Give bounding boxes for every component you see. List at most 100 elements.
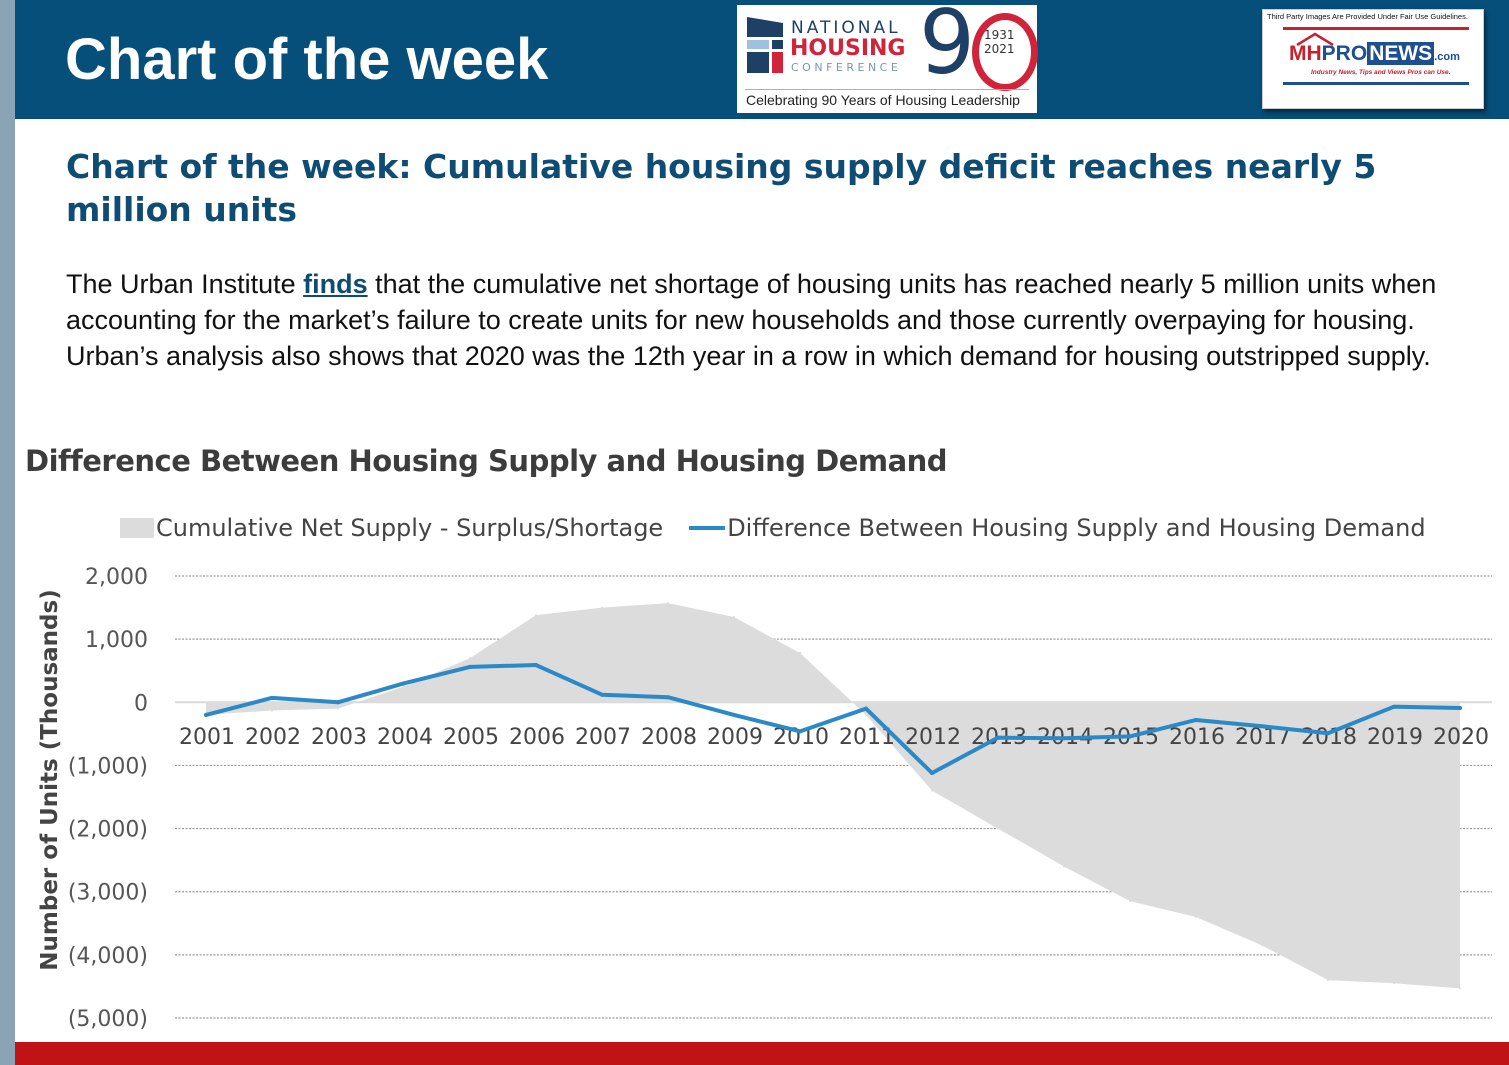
line-point <box>534 663 538 668</box>
y-axis-label: Number of Units (Thousands) <box>37 589 63 970</box>
line-point <box>930 771 934 776</box>
nhc-tagline: Celebrating 90 Years of Housing Leadersh… <box>746 92 1020 108</box>
x-tick-label: 2018 <box>1301 725 1357 750</box>
line-point <box>732 712 736 717</box>
brand-mh: MH <box>1289 42 1322 65</box>
line-point <box>1194 717 1198 722</box>
mh-tagline: Industry News, Tips and Views Pros can U… <box>1311 69 1451 76</box>
chart-title: Difference Between Housing Supply and Ho… <box>25 444 948 478</box>
line-point <box>1458 705 1462 710</box>
x-tick-label: 2007 <box>575 725 631 750</box>
footer-bar <box>15 1042 1509 1065</box>
header-title: Chart of the week <box>65 27 549 92</box>
area-point <box>865 713 867 716</box>
x-tick-label: 2006 <box>509 725 565 750</box>
mhpronews-logo: Third Party Images Are Provided Under Fa… <box>1262 9 1484 109</box>
x-tick-label: 2003 <box>311 725 367 750</box>
y-tick-label: 0 <box>134 691 148 716</box>
line-point <box>798 729 802 734</box>
area-point <box>997 827 999 830</box>
legend-area-label: Cumulative Net Supply - Surplus/Shortage <box>156 514 664 542</box>
brand-news: NEWS <box>1367 42 1435 65</box>
y-tick-label: (5,000) <box>68 1007 148 1032</box>
brand-pro: PRO <box>1321 42 1368 65</box>
area-point <box>601 606 603 609</box>
nhc-year-end: 2021 <box>984 42 1015 56</box>
line-point <box>666 695 670 700</box>
x-tick-label: 2019 <box>1367 725 1423 750</box>
legend-line-swatch-icon <box>689 526 726 530</box>
area-point <box>535 614 537 617</box>
y-tick-label: (1,000) <box>68 754 148 779</box>
mhpronews-brand: MHPRONEWS .com <box>1289 42 1460 66</box>
area-point <box>733 616 735 619</box>
y-tick-label: 2,000 <box>85 565 148 590</box>
area-point <box>1393 982 1395 985</box>
article-headline: Chart of the week: Cumulative housing su… <box>66 147 1377 229</box>
x-tick-label: 2020 <box>1433 725 1489 750</box>
area-point <box>1063 865 1065 868</box>
y-tick-label: (2,000) <box>68 818 148 843</box>
line-point <box>1326 731 1330 736</box>
nhc-years: 1931 2021 <box>984 28 1015 56</box>
nhc-zero-ring-icon <box>972 13 1038 91</box>
line-point <box>600 692 604 697</box>
area-point <box>1261 944 1263 947</box>
roof-icon <box>1296 32 1334 46</box>
area-point <box>1129 900 1131 903</box>
brand-com: .com <box>1434 51 1460 63</box>
blue-rule <box>1283 82 1469 85</box>
area-point <box>1195 915 1197 918</box>
nhc-housing: HOUSING <box>790 36 906 61</box>
area-point <box>469 657 471 660</box>
nhc-divider <box>745 89 1029 90</box>
nhc-year-start: 1931 <box>984 28 1015 42</box>
line-point <box>1392 704 1396 709</box>
finds-link[interactable]: finds <box>303 269 368 299</box>
line-point <box>336 700 340 705</box>
line-point <box>996 735 1000 740</box>
area-point <box>931 789 933 792</box>
area-point <box>403 685 405 688</box>
x-tick-label: 2008 <box>641 725 697 750</box>
line-point <box>1260 724 1264 729</box>
x-tick-label: 2004 <box>377 725 433 750</box>
area-point <box>1327 979 1329 982</box>
article-body: The Urban Institute finds that the cumul… <box>66 266 1486 374</box>
line-point <box>468 664 472 669</box>
chart-legend: Cumulative Net Supply - Surplus/Shortage… <box>120 514 1426 542</box>
left-rail <box>0 0 15 1065</box>
x-tick-label: 2001 <box>179 725 235 750</box>
x-tick-label: 2009 <box>707 725 763 750</box>
x-tick-label: 2016 <box>1169 725 1225 750</box>
area-cumulative-net-supply <box>206 603 1460 989</box>
line-point <box>1062 736 1066 741</box>
nhc-conference: CONFERENCE <box>791 61 902 74</box>
x-tick-label: 2005 <box>443 725 499 750</box>
line-point <box>864 706 868 711</box>
y-tick-label: 1,000 <box>85 628 148 653</box>
x-tick-label: 2012 <box>905 725 961 750</box>
y-tick-label: (4,000) <box>68 944 148 969</box>
legend-line-label: Difference Between Housing Supply and Ho… <box>727 514 1426 542</box>
line-point <box>402 681 406 686</box>
legend-area-swatch-icon <box>120 518 154 538</box>
house-logo-icon <box>747 17 783 73</box>
area-point <box>667 602 669 605</box>
nhc-national: NATIONAL <box>791 18 901 38</box>
line-point <box>204 712 208 717</box>
nhc-logo: NATIONAL HOUSING CONFERENCE 9 1931 2021 … <box>737 0 1038 113</box>
nhc-nine: 9 <box>919 0 975 94</box>
area-point <box>799 652 801 655</box>
area-point <box>1459 987 1461 990</box>
line-supply-demand-difference <box>204 663 1462 776</box>
x-tick-label: 2002 <box>245 725 301 750</box>
area-point <box>271 709 273 712</box>
red-rule <box>1283 27 1469 30</box>
line-point <box>1128 734 1132 739</box>
body-text-start: The Urban Institute <box>66 269 304 299</box>
y-tick-label: (3,000) <box>68 881 148 906</box>
area-point <box>337 707 339 710</box>
fair-use-notice: Third Party Images Are Provided Under Fa… <box>1267 12 1468 21</box>
body-text-rest: that the cumulative net shortage of hous… <box>66 269 1437 371</box>
